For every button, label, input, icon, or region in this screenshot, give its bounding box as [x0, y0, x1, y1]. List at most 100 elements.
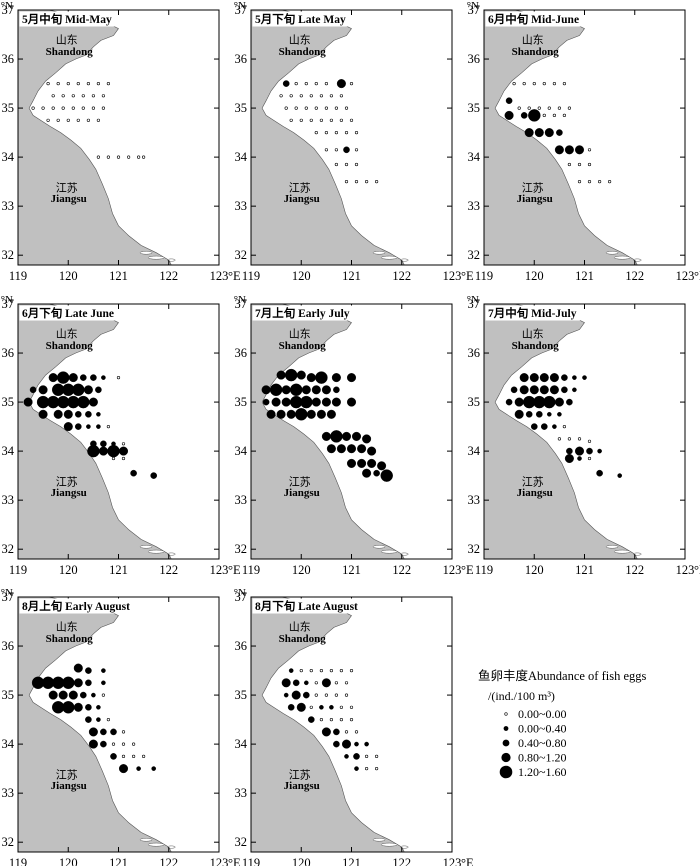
station-marker — [107, 444, 120, 458]
y-axis-unit: °N — [234, 587, 246, 599]
station-marker — [131, 742, 136, 746]
land-area — [18, 304, 172, 559]
y-tick-label: 32 — [468, 248, 481, 262]
station-marker — [587, 180, 592, 184]
station-marker — [96, 717, 101, 722]
station-marker — [597, 180, 602, 184]
island — [372, 250, 386, 255]
label-jiangsu-en: Jiangsu — [284, 487, 320, 499]
island — [147, 549, 165, 554]
station-marker — [357, 444, 367, 454]
station-marker — [542, 113, 546, 117]
station-marker — [336, 444, 346, 454]
island — [605, 250, 619, 255]
station-marker — [85, 704, 92, 711]
station-marker — [31, 106, 35, 110]
station-marker — [41, 106, 45, 110]
station-marker — [100, 740, 107, 748]
x-tick-label: 123 — [443, 563, 462, 577]
station-marker — [321, 727, 331, 737]
x-tick-label: 121 — [575, 269, 594, 283]
label-shandong-en: Shandong — [279, 340, 327, 352]
y-tick-label: 32 — [2, 248, 15, 262]
station-marker — [46, 81, 50, 86]
x-tick-label: 121 — [109, 563, 128, 577]
x-tick-label: 121 — [575, 563, 594, 577]
station-marker — [80, 691, 87, 699]
x-tick-label: 121 — [342, 563, 361, 577]
station-marker — [118, 764, 128, 774]
panel-title: 5月中旬 Mid-May — [22, 12, 112, 26]
station-marker — [141, 754, 146, 758]
station-marker — [62, 701, 75, 714]
label-jiangsu-en: Jiangsu — [284, 780, 320, 792]
station-marker — [319, 94, 323, 98]
panel-title: 7月中旬 Mid-July — [488, 306, 577, 320]
island — [372, 837, 386, 842]
panel-title-box — [19, 11, 116, 27]
station-marker — [304, 106, 308, 110]
island — [633, 552, 642, 556]
label-shandong-en: Shandong — [279, 46, 327, 58]
y-tick-label: 37 — [468, 3, 481, 17]
y-axis-unit: °N — [467, 0, 479, 12]
x-tick-label: 123 — [210, 269, 229, 283]
y-tick-label: 33 — [235, 199, 248, 213]
y-tick-label: 37 — [2, 590, 15, 604]
legend-marker — [502, 739, 510, 747]
station-marker — [106, 81, 110, 86]
y-tick-label: 33 — [2, 199, 15, 213]
station-marker — [291, 690, 301, 700]
station-marker — [529, 385, 539, 395]
label-shandong-zh: 山东 — [522, 33, 544, 46]
label-jiangsu-en: Jiangsu — [51, 487, 87, 499]
x-tick-label: 123 — [210, 856, 229, 866]
station-marker — [564, 453, 574, 463]
x-tick-label: 123 — [443, 856, 462, 866]
label-shandong-zh: 山东 — [289, 33, 311, 46]
station-marker — [596, 469, 603, 477]
station-marker — [377, 461, 387, 471]
x-tick-label: 120 — [292, 269, 311, 283]
station-marker — [299, 118, 303, 122]
label-shandong-en: Shandong — [279, 633, 327, 645]
panel-title-box — [19, 598, 134, 614]
station-marker — [314, 681, 318, 685]
station-marker — [344, 180, 349, 184]
station-marker — [101, 693, 105, 697]
panel-title-box — [252, 11, 350, 27]
label-jiangsu-en: Jiangsu — [284, 193, 320, 205]
station-marker — [289, 118, 293, 122]
station-marker — [346, 444, 356, 454]
station-marker — [38, 385, 48, 395]
station-marker — [57, 371, 70, 384]
station-marker — [552, 113, 556, 117]
label-jiangsu-en: Jiangsu — [51, 780, 87, 792]
station-marker — [364, 741, 369, 747]
label-jiangsu-zh: 江苏 — [289, 768, 311, 781]
x-axis-unit: °E — [694, 563, 700, 577]
station-marker — [346, 373, 356, 383]
y-tick-label: 36 — [235, 52, 248, 66]
station-marker — [367, 458, 377, 468]
station-marker — [62, 676, 75, 690]
station-marker — [271, 397, 281, 407]
station-marker — [58, 690, 68, 700]
x-tick-label: 119 — [9, 856, 27, 866]
station-marker — [543, 395, 556, 409]
station-marker — [353, 753, 360, 760]
station-marker — [121, 442, 126, 446]
station-marker — [316, 409, 326, 419]
station-marker — [557, 437, 561, 441]
x-tick-label: 122 — [625, 269, 644, 283]
x-tick-label: 122 — [392, 856, 411, 866]
station-marker — [354, 148, 359, 152]
station-marker — [48, 690, 58, 700]
station-marker — [567, 162, 571, 167]
station-marker — [542, 81, 546, 86]
station-marker — [306, 373, 316, 383]
x-axis-unit: °E — [228, 563, 241, 577]
station-marker — [111, 456, 116, 461]
